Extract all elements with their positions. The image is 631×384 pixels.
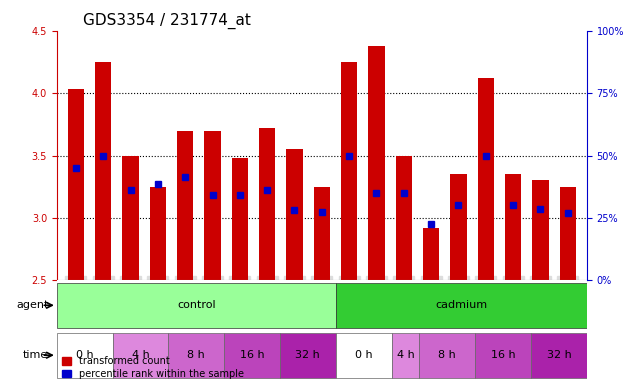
Text: 4 h: 4 h [132, 350, 150, 360]
Bar [122, 156, 139, 280]
Bar [532, 180, 548, 280]
Bar [336, 333, 392, 378]
Bar [478, 78, 494, 280]
Bar [177, 131, 193, 280]
Bar [286, 149, 303, 280]
Bar [57, 283, 336, 328]
Bar [396, 156, 412, 280]
Text: 0 h: 0 h [76, 350, 93, 360]
Bar [150, 187, 166, 280]
Legend: transformed count, percentile rank within the sample: transformed count, percentile rank withi… [62, 356, 244, 379]
Bar [423, 228, 439, 280]
Bar [95, 62, 112, 280]
Bar [341, 62, 357, 280]
Bar [420, 333, 475, 378]
Bar [392, 333, 420, 378]
Bar [168, 333, 224, 378]
Text: control: control [177, 300, 216, 310]
Bar [531, 333, 587, 378]
Text: 8 h: 8 h [187, 350, 205, 360]
Text: 8 h: 8 h [439, 350, 456, 360]
Bar [232, 158, 248, 280]
Bar [560, 187, 576, 280]
Bar [57, 333, 112, 378]
Bar [475, 333, 531, 378]
Text: 32 h: 32 h [546, 350, 571, 360]
Text: GDS3354 / 231774_at: GDS3354 / 231774_at [83, 13, 251, 29]
Text: 16 h: 16 h [491, 350, 516, 360]
Text: 32 h: 32 h [295, 350, 321, 360]
Text: agent: agent [16, 300, 49, 310]
Bar [505, 174, 521, 280]
Text: time: time [23, 350, 49, 360]
Bar [112, 333, 168, 378]
Bar [68, 89, 84, 280]
Bar [259, 128, 275, 280]
Bar [204, 131, 221, 280]
Bar [280, 333, 336, 378]
Text: 4 h: 4 h [397, 350, 415, 360]
Bar [314, 187, 330, 280]
Bar [369, 46, 385, 280]
Text: 0 h: 0 h [355, 350, 372, 360]
Bar [451, 174, 466, 280]
Text: 16 h: 16 h [240, 350, 264, 360]
Text: cadmium: cadmium [435, 300, 487, 310]
Bar [224, 333, 280, 378]
Bar [336, 283, 587, 328]
